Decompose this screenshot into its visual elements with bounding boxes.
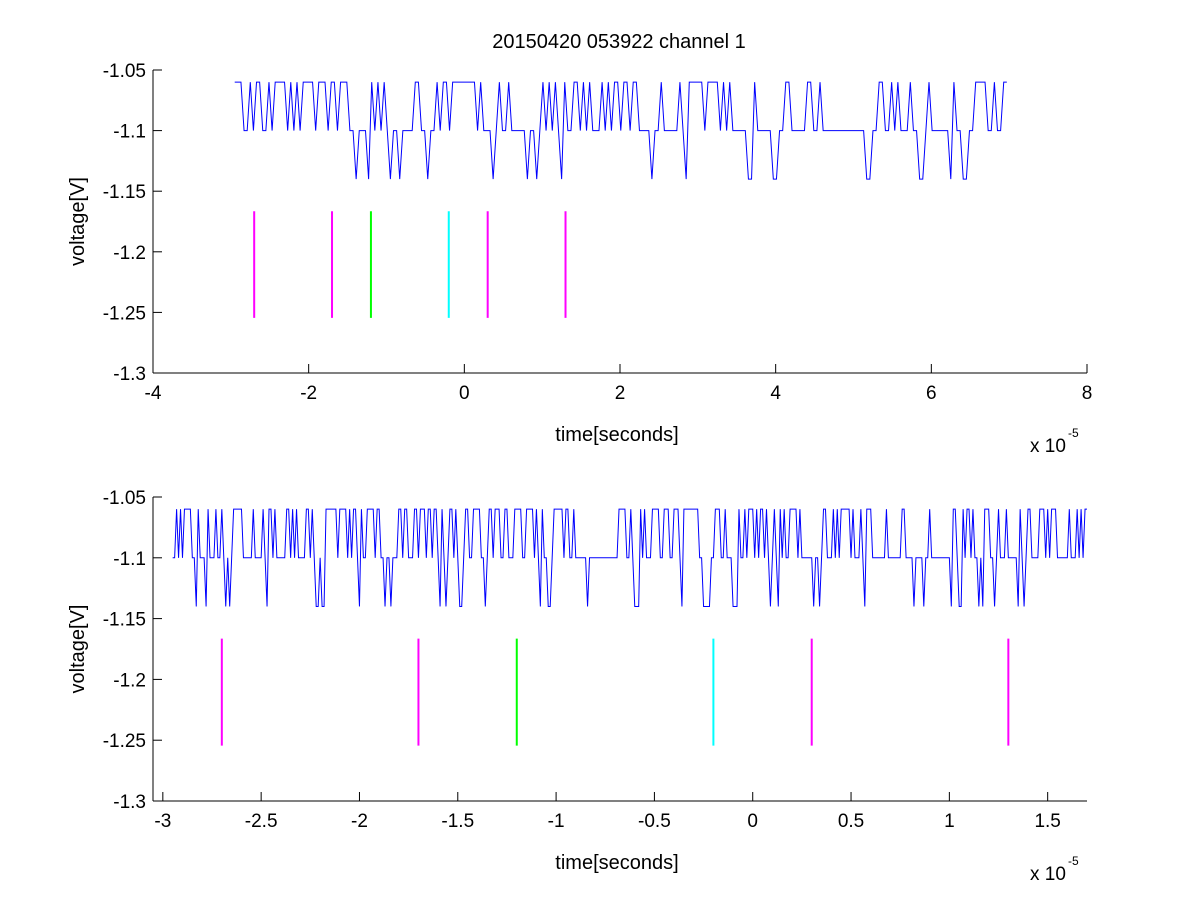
x-tick-label: 0 <box>459 383 470 404</box>
signal-line <box>172 508 1087 607</box>
y-tick-label: -1.1 <box>113 122 146 143</box>
y-tick-label: -1.25 <box>103 731 146 752</box>
top-subplot: -4 -2 0 2 4 6 8 -1.3 -1.25 -1.2 -1.15 -1.1 -1.05 time… <box>67 61 1092 457</box>
x-tick-label: -2 <box>300 383 317 404</box>
y-tick-label: -1.2 <box>113 670 146 691</box>
y-tick-label: -1.1 <box>113 549 146 570</box>
x-scale-exponent: -5 <box>1068 854 1079 868</box>
y-axis-label: voltage[V] <box>67 177 89 266</box>
x-tick-label: -3 <box>154 811 171 832</box>
signal-line <box>234 81 1007 180</box>
y-tick-label: -1.3 <box>113 364 146 385</box>
x-tick-label: 4 <box>770 383 781 404</box>
x-tick-label: -1.5 <box>441 811 474 832</box>
x-tick-label: 6 <box>926 383 937 404</box>
y-axis-label: voltage[V] <box>67 605 89 694</box>
x-tick-label: 1.5 <box>1034 811 1060 832</box>
x-tick-label: -2 <box>351 811 368 832</box>
x-scale-exponent: -5 <box>1068 426 1079 440</box>
x-tick-label: -1 <box>548 811 565 832</box>
y-tick-label: -1.15 <box>103 182 146 203</box>
x-scale-label: x 10 <box>1030 864 1066 885</box>
x-tick-label: -2.5 <box>245 811 278 832</box>
x-tick-label: 0 <box>747 811 758 832</box>
bottom-subplot: -3 -2.5 -2 -1.5 -1 -0.5 0 0.5 1 1.5 -1.3 -1.25 -1.2 -… <box>67 488 1087 885</box>
y-tick-label: -1.3 <box>113 792 146 813</box>
x-axis-label: time[seconds] <box>555 424 678 446</box>
x-tick-label: -0.5 <box>638 811 671 832</box>
x-tick-label: 2 <box>615 383 626 404</box>
y-tick-label: -1.2 <box>113 243 146 264</box>
y-tick-label: -1.25 <box>103 303 146 324</box>
x-tick-label: 8 <box>1082 383 1093 404</box>
y-tick-label: -1.15 <box>103 610 146 631</box>
x-tick-label: 1 <box>944 811 955 832</box>
x-tick-label: -4 <box>145 383 162 404</box>
x-scale-label: x 10 <box>1030 436 1066 457</box>
y-tick-label: -1.05 <box>103 488 146 509</box>
x-axis-label: time[seconds] <box>555 852 678 874</box>
figure-title: 20150420 053922 channel 1 <box>492 31 746 53</box>
x-tick-label: 0.5 <box>838 811 864 832</box>
y-tick-label: -1.05 <box>103 61 146 82</box>
